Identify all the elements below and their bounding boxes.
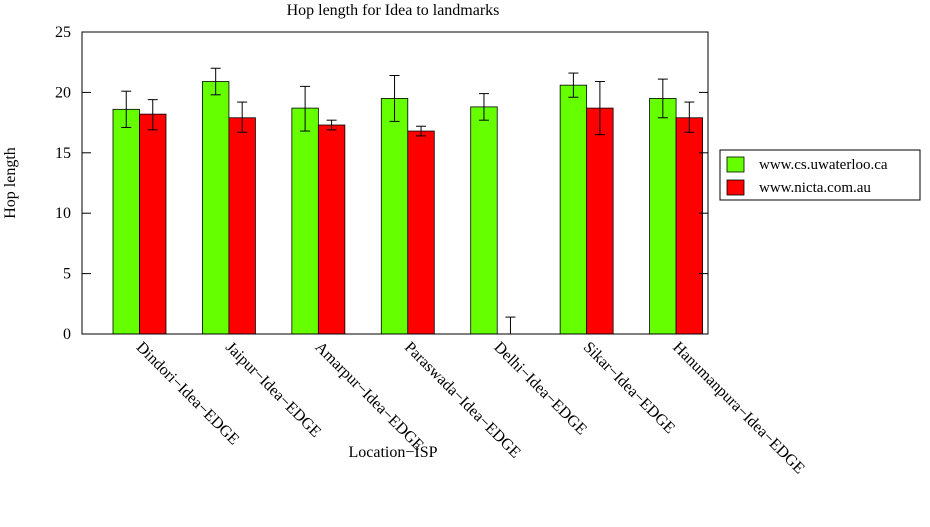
- bar: [112, 108, 140, 335]
- bar: [380, 98, 409, 335]
- y-tick-label: 0: [63, 326, 71, 343]
- chart-title: Hop length for Idea to landmarks: [287, 2, 500, 19]
- bar: [559, 84, 588, 335]
- x-tick-labels: Dindori−Idea−EDGEJaipur−Idea−EDGEAmarpur…: [133, 339, 808, 478]
- bar: [407, 130, 435, 335]
- y-axis-label: Hop length: [2, 147, 19, 219]
- bar: [228, 117, 256, 335]
- x-tick-label: Hanumanpura−Idea−EDGE: [669, 339, 808, 478]
- bars-layer: [112, 67, 703, 335]
- legend-box: [719, 149, 921, 201]
- bar: [470, 106, 498, 335]
- bar: [139, 113, 167, 335]
- y-tick-label: 20: [55, 84, 71, 101]
- bar: [649, 98, 677, 335]
- legend-swatch: [726, 179, 745, 196]
- x-axis-label: Location−ISP: [348, 444, 437, 461]
- x-tick-label: Jaipur−Idea−EDGE: [222, 339, 324, 441]
- legend-label: www.nicta.com.au: [759, 180, 871, 196]
- y-tick-label: 15: [55, 145, 71, 162]
- x-tick-label: Sikar−Idea−EDGE: [580, 339, 678, 437]
- plot-frame: [81, 31, 709, 335]
- bar: [586, 107, 614, 335]
- legend-label: www.cs.uwaterloo.ca: [759, 157, 888, 173]
- bar: [675, 117, 703, 335]
- bar: [202, 81, 230, 335]
- bar: [317, 124, 346, 335]
- y-tick-label: 5: [63, 266, 71, 283]
- bar: [291, 107, 319, 335]
- x-tick-label: Dindori−Idea−EDGE: [133, 339, 243, 449]
- legend: www.cs.uwaterloo.ca www.nicta.com.au: [719, 149, 921, 201]
- y-tick-label: 25: [55, 24, 71, 41]
- y-tick-label: 10: [55, 205, 71, 222]
- y-ticks: 0 5 10 15 20 25: [55, 24, 708, 343]
- legend-swatch: [726, 156, 745, 173]
- x-tick-label: Delhi−Idea−EDGE: [490, 339, 590, 439]
